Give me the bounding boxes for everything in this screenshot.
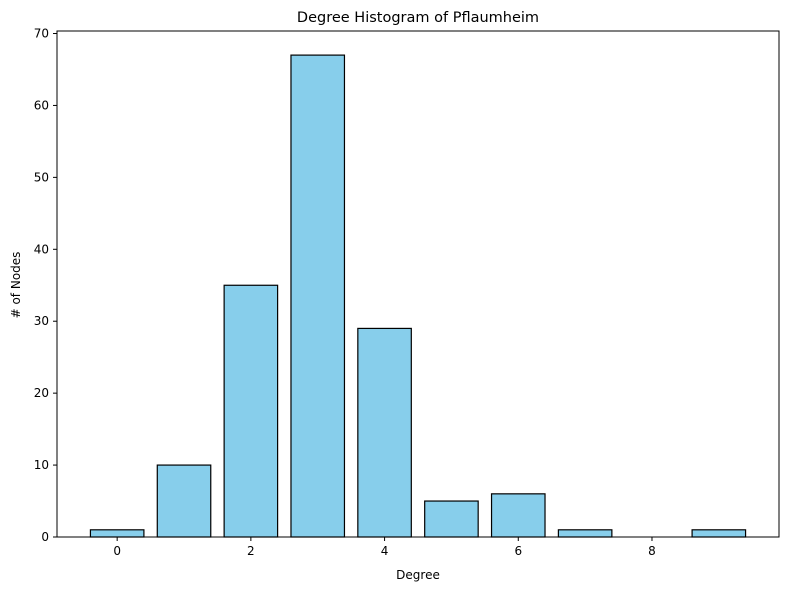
y-axis-label: # of Nodes bbox=[9, 252, 23, 319]
plot-area: 0 2 4 6 8 0 10 20 30 40 50 60 70 bbox=[34, 27, 780, 558]
x-axis-label: Degree bbox=[396, 568, 440, 582]
bar-degree-4 bbox=[357, 327, 412, 538]
y-tick-label: 50 bbox=[34, 170, 49, 184]
bar-degree-0 bbox=[89, 529, 145, 538]
bar-degree-5 bbox=[424, 500, 479, 538]
bar-degree-2 bbox=[223, 284, 279, 538]
y-tick-label: 40 bbox=[34, 242, 49, 256]
chart-title: Degree Histogram of Pflaumheim bbox=[297, 10, 539, 26]
y-tick-label: 10 bbox=[34, 458, 49, 472]
y-tick-label: 70 bbox=[34, 27, 49, 41]
bar-degree-6 bbox=[490, 493, 546, 538]
bar-degree-3 bbox=[290, 54, 346, 538]
y-tick-label: 60 bbox=[34, 98, 49, 112]
x-tick-label: 6 bbox=[514, 544, 522, 558]
x-tick-label: 2 bbox=[247, 544, 255, 558]
y-tick-label: 20 bbox=[34, 386, 49, 400]
y-tick-label: 0 bbox=[41, 530, 49, 544]
x-tick-label: 4 bbox=[381, 544, 389, 558]
y-tick-label: 30 bbox=[34, 314, 49, 328]
x-tick-label: 0 bbox=[113, 544, 121, 558]
bar-degree-1 bbox=[156, 464, 212, 538]
plot-frame bbox=[56, 30, 780, 538]
x-tick-label: 8 bbox=[648, 544, 656, 558]
bar-degree-9 bbox=[691, 529, 747, 538]
bar-degree-7 bbox=[557, 529, 613, 538]
